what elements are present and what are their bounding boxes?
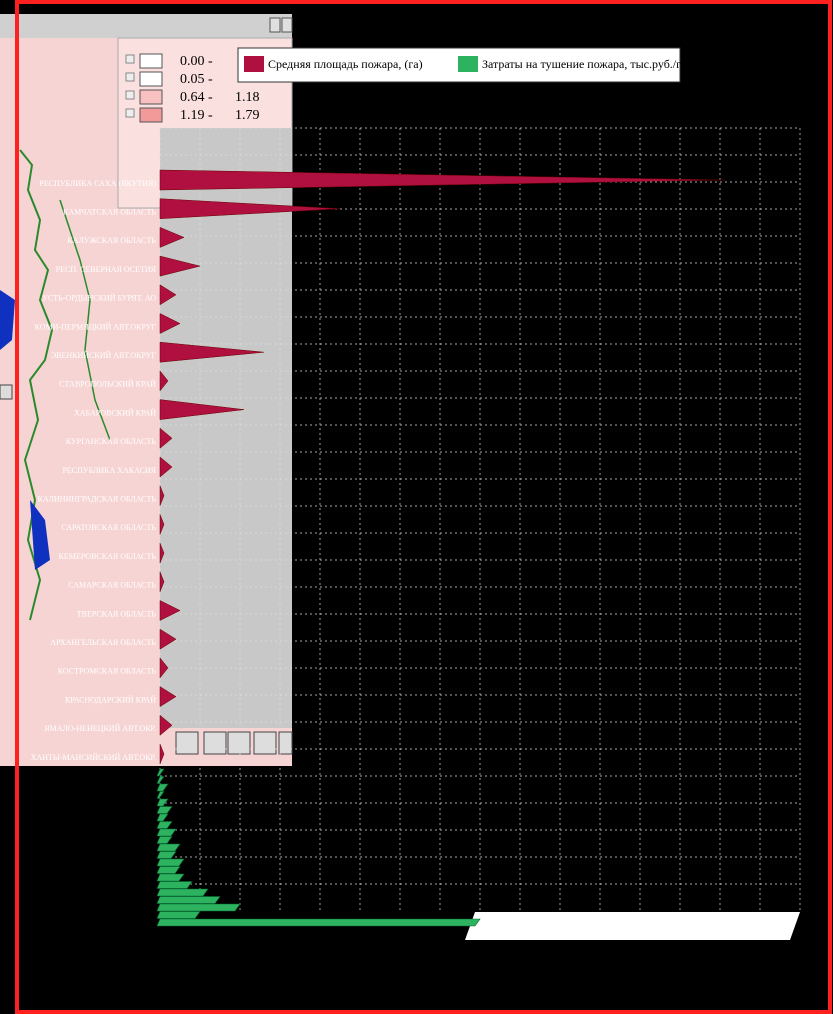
range-swatch: [125, 72, 135, 82]
range-label: 0.00 -: [180, 54, 213, 69]
category-label: ТВЕРСКАЯ ОБЛАСТЬ: [77, 609, 157, 618]
lake: [0, 290, 50, 570]
area-spike: [159, 313, 181, 334]
legend-swatch: [458, 56, 478, 72]
range-color: [139, 107, 163, 123]
range-label: 1.79: [235, 108, 260, 123]
area-band: [156, 896, 221, 904]
area-band: [156, 881, 193, 889]
area-spike: [159, 341, 265, 363]
area-band: [156, 783, 169, 792]
category-label: ХАБАРОВСКИЙ КРАЙ: [74, 408, 156, 417]
category-label: КРАСНОДАРСКИЙ КРАЙ: [65, 695, 156, 704]
close-button[interactable]: [0, 384, 13, 400]
area-spike: [159, 370, 169, 392]
area-band: [156, 911, 201, 919]
area-band: [156, 791, 165, 799]
coastline: [59, 199, 111, 441]
category-label: КАЛУЖСКАЯ ОБЛАСТЬ: [67, 236, 156, 245]
area-band: [156, 888, 209, 897]
category-label: АРХАНГЕЛЬСКАЯ ОБЛАСТЬ: [50, 638, 156, 647]
category-label: КОМИ-ПЕРМЯЦКИЙ АВТ.ОКРУГ: [35, 322, 157, 331]
area-band: [156, 813, 169, 822]
category-label: КАЛИНИНГРАДСКАЯ ОБЛАСТЬ: [37, 495, 156, 504]
area-spike: [159, 628, 177, 650]
area-spike: [159, 427, 173, 449]
area-spike: [159, 227, 185, 248]
category-label: КОСТРОМСКАЯ ОБЛАСТЬ: [58, 667, 157, 676]
area-spike: [159, 399, 245, 420]
bar-button[interactable]: [203, 731, 227, 755]
category-label: РЕСПУБЛИКА ХАКАСИЯ: [62, 466, 156, 475]
range-swatch: [125, 54, 135, 64]
area-button[interactable]: [278, 731, 293, 755]
category-label: КЕМЕРОВСКАЯ ОБЛАСТЬ: [59, 552, 157, 561]
area-spike: [159, 456, 173, 478]
minimize-button[interactable]: [269, 17, 281, 33]
area-band: [156, 768, 165, 777]
range-swatch: [125, 108, 135, 118]
area-band: [156, 806, 173, 814]
area-spike: [159, 543, 165, 564]
range-color: [139, 53, 163, 69]
toolbar: [175, 731, 293, 755]
area-spike: [159, 571, 165, 592]
area-spike: [159, 714, 173, 736]
category-label: СТАВРОПОЛЬСКИЙ КРАЙ: [59, 380, 156, 389]
area-band: [156, 798, 169, 807]
area-band: [156, 858, 185, 867]
range-swatch: [125, 90, 135, 100]
area-band: [156, 776, 165, 784]
area-spike: [159, 169, 725, 191]
category-label: КУРГАНСКАЯ ОБЛАСТЬ: [66, 437, 157, 446]
legend-swatch: [244, 56, 264, 72]
range-color: [139, 89, 163, 105]
area-band: [156, 828, 177, 837]
category-label: КАМЧАТСКАЯ ОБЛАСТЬ: [63, 208, 156, 217]
area-spike: [159, 198, 341, 219]
area-spike: [159, 485, 165, 506]
area-band: [156, 836, 173, 844]
highlight-frame: [15, 0, 832, 1014]
chart-floor: [465, 912, 800, 940]
area-spike: [159, 743, 165, 765]
category-label: ЭВЕНКИЙСКИЙ АВТ.ОКРУГ: [51, 351, 157, 360]
area-spike: [159, 686, 177, 708]
area-spike: [159, 255, 201, 277]
category-label: РЕСПУБЛИКА САХА (ЯКУТИЯ): [39, 179, 156, 188]
area-spike: [159, 514, 165, 535]
category-label: ХАНТЫ-МАНСИЙСКИЙ АВТ.ОКР.: [31, 753, 156, 762]
line-button[interactable]: [253, 731, 277, 755]
legend-label: Средняя площадь пожара, (га): [268, 57, 423, 71]
legend-label: Затраты на тушение пожара, тыс.руб./га: [482, 57, 687, 71]
area-band: [156, 851, 177, 859]
category-label: САМАРСКАЯ ОБЛАСТЬ: [68, 581, 156, 590]
area-spike: [159, 657, 169, 679]
category-label: САРАТОВСКАЯ ОБЛАСТЬ: [61, 523, 156, 532]
range-label: 1.18: [235, 90, 260, 105]
chart-button[interactable]: [227, 731, 251, 755]
category-label: ЯМАЛО-НЕНЕЦКИЙ АВТ.ОКР.: [44, 724, 156, 733]
area-band: [156, 873, 185, 882]
area-band: [156, 821, 173, 829]
plot-wall: [160, 128, 292, 728]
area-band: [156, 918, 481, 927]
area-spike: [159, 600, 181, 621]
category-label: УСТЬ-ОРДЫНСКИЙ БУРЯТ. АО: [42, 294, 156, 303]
area-spike: [159, 284, 177, 306]
range-label: 1.19 -: [180, 108, 213, 123]
maximize-button[interactable]: [281, 17, 293, 33]
table-button[interactable]: [175, 731, 199, 755]
area-band: [156, 866, 181, 874]
range-label: 0.64 -: [180, 90, 213, 105]
area-band: [156, 903, 241, 912]
range-color: [139, 71, 163, 87]
range-label: 0.05 -: [180, 72, 213, 87]
area-band: [156, 843, 181, 852]
category-label: РЕСП. СЕВЕРНАЯ ОСЕТИЯ: [56, 265, 157, 274]
title-bar: [0, 14, 292, 38]
